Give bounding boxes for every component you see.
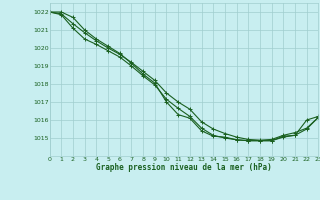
X-axis label: Graphe pression niveau de la mer (hPa): Graphe pression niveau de la mer (hPa) xyxy=(96,163,272,172)
